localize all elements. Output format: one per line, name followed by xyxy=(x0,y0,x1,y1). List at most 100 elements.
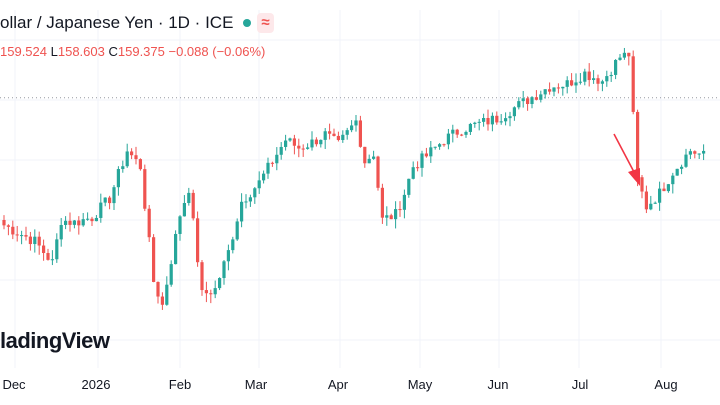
candle-up xyxy=(284,140,288,147)
candle-down xyxy=(495,115,499,123)
candle-up xyxy=(574,82,578,86)
candle-down xyxy=(156,281,160,297)
candle-up xyxy=(178,216,182,234)
low-value: 158.603 xyxy=(57,44,105,59)
candle-down xyxy=(332,133,336,136)
wave-icon[interactable]: ≈ xyxy=(257,13,274,33)
candle-up xyxy=(609,74,613,77)
candle-up xyxy=(468,123,472,132)
candle-down xyxy=(363,146,367,164)
candle-down xyxy=(297,145,301,149)
candle-up xyxy=(649,203,653,210)
candle-up xyxy=(438,144,442,147)
candle-down xyxy=(37,236,41,246)
chart-grid xyxy=(0,10,720,368)
candle-up xyxy=(482,118,486,122)
candle-down xyxy=(28,236,32,245)
x-axis-label: Feb xyxy=(169,377,191,392)
symbol-header: ollar / Japanese Yen · 1D · ICE ≈ xyxy=(0,10,274,36)
candle-up xyxy=(618,57,622,60)
candle-down xyxy=(631,56,635,112)
candle-down xyxy=(6,225,10,227)
candle-up xyxy=(59,224,63,240)
candle-down xyxy=(152,237,156,282)
candle-down xyxy=(292,138,296,146)
arrow-shaft xyxy=(613,133,635,173)
candle-up xyxy=(275,154,279,164)
candles-group xyxy=(2,47,706,310)
candle-up xyxy=(103,197,107,203)
candle-up xyxy=(257,180,261,189)
candle-up xyxy=(600,81,604,84)
candle-down xyxy=(627,52,631,57)
candle-up xyxy=(385,215,389,218)
close-value: 159.375 xyxy=(117,44,165,59)
candle-down xyxy=(442,144,446,146)
candle-down xyxy=(596,78,600,84)
candle-up xyxy=(20,235,24,237)
x-axis-label: Apr xyxy=(328,377,349,392)
candle-up xyxy=(99,202,103,218)
candle-up xyxy=(72,220,76,225)
candle-up xyxy=(433,146,437,148)
candle-up xyxy=(187,192,191,204)
candle-down xyxy=(358,120,362,147)
candle-up xyxy=(530,97,534,105)
candle-down xyxy=(204,290,208,294)
candle-up xyxy=(310,139,314,148)
candle-up xyxy=(521,98,525,102)
candle-down xyxy=(143,169,147,209)
candle-up xyxy=(512,107,516,117)
candle-up xyxy=(688,151,692,155)
candle-down xyxy=(534,97,538,100)
candle-down xyxy=(108,197,112,204)
candle-up xyxy=(473,122,477,124)
candle-up xyxy=(182,203,186,217)
candle-down xyxy=(587,71,591,81)
candle-up xyxy=(697,153,701,155)
candle-down xyxy=(134,155,138,160)
tradingview-logo[interactable]: ladingView xyxy=(0,328,110,353)
candle-up xyxy=(658,188,662,203)
candle-down xyxy=(548,89,552,92)
candle-up xyxy=(248,197,252,202)
candle-down xyxy=(486,118,490,125)
candle-up xyxy=(323,131,327,140)
candle-up xyxy=(345,130,349,135)
x-axis: Dec 2026 Feb Mar Apr May Jun Jul Aug xyxy=(2,377,677,392)
candle-up xyxy=(288,138,292,141)
high-value: 159.524 xyxy=(0,44,47,59)
candle-down xyxy=(636,111,640,178)
candle-up xyxy=(675,168,679,176)
candle-down xyxy=(328,131,332,134)
candle-up xyxy=(583,71,587,82)
candle-up xyxy=(543,89,547,95)
candle-up xyxy=(539,94,543,100)
candle-down xyxy=(130,151,134,156)
candle-up xyxy=(354,120,358,126)
candle-up xyxy=(240,201,244,222)
arrow-head xyxy=(628,168,640,186)
candle-up xyxy=(235,221,239,240)
candle-up xyxy=(561,86,565,89)
candle-up xyxy=(622,52,626,58)
low-label: L xyxy=(50,44,58,59)
candle-down xyxy=(376,156,380,188)
symbol-title[interactable]: ollar / Japanese Yen · 1D · ICE xyxy=(0,13,234,32)
candle-up xyxy=(341,134,345,141)
change-value: −0.088 (−0.06%) xyxy=(168,44,266,59)
candle-down xyxy=(640,177,644,192)
candle-up xyxy=(565,80,569,87)
candle-up xyxy=(402,194,406,210)
candle-down xyxy=(191,192,195,219)
candle-up xyxy=(50,259,54,261)
candle-up xyxy=(411,167,415,179)
candle-up xyxy=(125,151,129,167)
candle-down xyxy=(526,98,530,105)
candle-up xyxy=(552,87,556,92)
candle-up xyxy=(279,146,283,155)
candle-up xyxy=(174,233,178,265)
candle-down xyxy=(200,262,204,291)
candle-up xyxy=(464,131,468,135)
